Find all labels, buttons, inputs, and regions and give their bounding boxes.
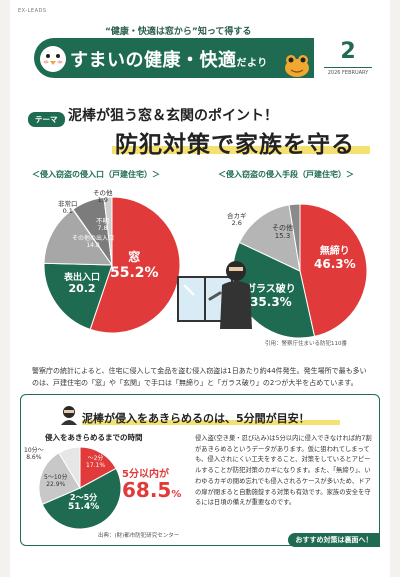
giveup-time-pie-chart xyxy=(38,446,122,530)
statistics-paragraph: 警察庁の統計によると、住宅に侵入して金品を盗む侵入窃盗は1日あたり約44件発生。… xyxy=(32,367,367,387)
pie3-label-5-10min: 5〜10分 22.9% xyxy=(44,474,68,488)
slice-under-2min xyxy=(79,446,117,489)
title-main: すまいの健康・快適 xyxy=(70,50,237,71)
pie3-label-over-10min: 10分〜 8.6% xyxy=(24,447,44,461)
pie1-label-other: その他 1.9 xyxy=(93,189,113,205)
bird-mascot-icon xyxy=(40,46,66,72)
highlight-label: 5分以内が xyxy=(122,469,169,480)
title-suffix: だより xyxy=(236,58,268,69)
pie1-label-window: 窓 55.2% xyxy=(110,250,159,281)
recommended-measures-button[interactable]: おすすめ対策は裏面へ！ xyxy=(288,533,380,547)
title-underline xyxy=(112,146,370,154)
slice-other xyxy=(103,196,113,266)
slice-other xyxy=(238,204,301,272)
pie3-label-under-2min: 〜2分 17.1% xyxy=(86,455,106,469)
box-paragraph: 侵入盗(空き巣・忍び込み)は5分以内に侵入できなければ約7割があきらめるというデ… xyxy=(195,435,372,507)
pie2-label-glass-break: ガラス破り 35.3% xyxy=(246,284,296,309)
pie1-label-emergency-exit: 非常口 0.1 xyxy=(58,200,78,216)
intrusion-entry-pie-chart xyxy=(43,196,181,334)
header-subtitle: “健康・快適は窓から”知って得する xyxy=(105,27,252,37)
box-citation: 出典：(財)都市防犯研究センター xyxy=(98,533,180,539)
slice-unlocked xyxy=(299,203,368,338)
slice-front-entrance xyxy=(43,262,113,331)
brand-mark: EX-LEADS xyxy=(18,8,47,14)
pie2-label-duplicate-key: 合カギ 2.6 xyxy=(227,212,247,228)
issue-divider xyxy=(324,67,372,68)
slice-5-10min xyxy=(38,452,81,505)
pie3-label-2-5min: 2〜5分 51.4% xyxy=(68,493,100,513)
giveup-graph-title: 侵入をあきらめるまでの時間 xyxy=(45,433,143,442)
theme-main-title: 防犯対策で家族を守る xyxy=(115,132,355,158)
frog-mascot-icon xyxy=(285,55,309,77)
slice-other-entrance xyxy=(43,208,113,266)
intrusion-method-pie-chart xyxy=(232,203,368,339)
newsletter-title: すまいの健康・快適だより xyxy=(70,46,268,72)
issue-number: 2 xyxy=(340,39,356,64)
newsletter-page: EX-LEADS “健康・快適は窓から”知って得する すまいの健康・快適だより … xyxy=(10,0,390,577)
highlight-value: 68.5% xyxy=(122,478,182,502)
box-title: 泥棒が侵入をあきらめるのは、5分間が目安！ xyxy=(82,412,310,425)
theme-badge: テーマ xyxy=(28,112,65,127)
chart-citation: 引用：警察庁住まいる防犯110番 xyxy=(265,341,347,347)
slice-duplicate-key xyxy=(288,203,301,272)
issue-date: 2026 FEBRUARY xyxy=(327,70,369,76)
slice-2-5min xyxy=(41,467,122,530)
chart2-title: ＜侵入窃盗の侵入手段（戸建住宅）＞ xyxy=(218,170,354,179)
box-title-underline xyxy=(82,420,340,425)
pie1-label-unknown: 不明 7.8 xyxy=(96,217,109,233)
slice-over-10min xyxy=(58,446,81,490)
pie1-label-front-entrance: 表出入口 20.2 xyxy=(64,273,101,296)
window-thief-illustration xyxy=(177,261,252,329)
thief-icon xyxy=(61,406,77,425)
chart1-title: ＜侵入窃盗の侵入口（戸建住宅）＞ xyxy=(32,170,160,179)
pie2-label-unlocked: 無締り 46.3% xyxy=(314,246,356,271)
pie2-label-other: その他 15.3 xyxy=(272,224,293,241)
theme-headline: 泥棒が狙う窓＆玄関のポイント！ xyxy=(68,108,278,124)
pie1-label-other-entrance: その他の出入口 14.8 xyxy=(72,235,115,249)
header-banner xyxy=(34,38,314,78)
